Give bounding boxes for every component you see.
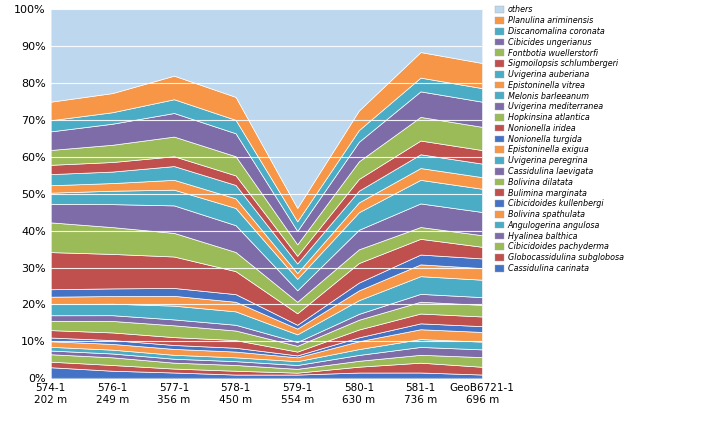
- Legend: others, Planulina ariminensis, Discanomalina coronata, Cibicides ungerianus, Fon: others, Planulina ariminensis, Discanoma…: [494, 5, 624, 273]
